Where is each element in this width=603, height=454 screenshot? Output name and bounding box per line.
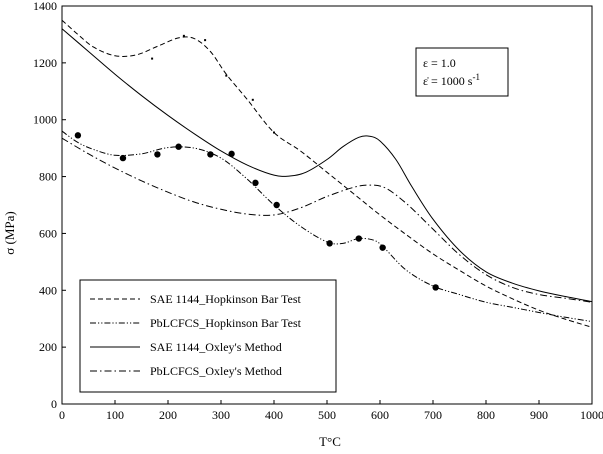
y-axis-label: σ (MPa) [2, 211, 17, 254]
x-tick-label: 700 [424, 408, 442, 422]
strain-annotation: ε = 1.0 [423, 56, 456, 70]
data-point-sae1144-hopkinson [225, 74, 228, 77]
y-tick-label: 200 [39, 340, 57, 354]
legend-label-sae1144-hopkinson: SAE 1144_Hopkinson Bar Test [150, 292, 301, 306]
data-point-pblcfcs-hopkinson [326, 240, 333, 247]
legend-label-pblcfcs-hopkinson: PbLCFCS_Hopkinson Bar Test [150, 316, 302, 330]
data-point-pblcfcs-hopkinson [175, 143, 182, 150]
data-point-pblcfcs-hopkinson [379, 244, 386, 251]
x-axis-label: T°C [319, 434, 341, 449]
x-tick-label: 1000 [580, 408, 603, 422]
annotation-box: ε = 1.0 ε̇ = 1000 s-1 [415, 47, 509, 97]
legend-label-sae1144-oxley: SAE 1144_Oxley's Method [150, 340, 282, 354]
data-point-sae1144-hopkinson [251, 98, 254, 101]
series-line-sae1144-hopkinson [61, 19, 593, 328]
series-line-pblcfcs-oxley [61, 137, 593, 303]
x-tick-label: 200 [159, 408, 177, 422]
data-point-pblcfcs-hopkinson [119, 154, 127, 162]
data-point-pblcfcs-hopkinson [273, 201, 280, 209]
y-tick-label: 800 [39, 170, 57, 184]
data-point-sae1144-hopkinson [151, 57, 154, 60]
data-point-pblcfcs-hopkinson [432, 284, 439, 291]
series-line-sae1144-oxley [61, 28, 593, 303]
x-tick-label: 300 [212, 408, 230, 422]
data-point-pblcfcs-hopkinson [252, 179, 259, 187]
y-tick-label: 600 [39, 226, 57, 240]
data-point-pblcfcs-hopkinson [154, 151, 161, 158]
data-point-pblcfcs-hopkinson [74, 132, 82, 139]
x-tick-label: 100 [106, 408, 124, 422]
data-point-pblcfcs-hopkinson [355, 235, 362, 242]
data-point-sae1144-hopkinson [204, 39, 207, 42]
x-tick-label: 400 [265, 408, 283, 422]
x-tick-label: 800 [477, 408, 495, 422]
y-tick-label: 1200 [33, 56, 57, 70]
data-point-sae1144-hopkinson [182, 34, 185, 37]
legend: SAE 1144_Hopkinson Bar Test PbLCFCS_Hopki… [79, 279, 337, 393]
x-tick-label: 900 [530, 408, 548, 422]
legend-label-pblcfcs-oxley: PbLCFCS_Oxley's Method [150, 364, 282, 378]
y-tick-label: 0 [51, 397, 57, 411]
data-point-sae1144-hopkinson [273, 131, 275, 134]
series-line-pblcfcs-hopkinson [61, 130, 593, 323]
x-tick-label: 0 [59, 408, 65, 422]
y-tick-label: 400 [39, 283, 57, 297]
x-tick-label: 500 [318, 408, 336, 422]
y-tick-label: 1000 [33, 113, 57, 127]
y-tick-label: 1400 [33, 0, 57, 13]
strain-rate-annotation: ε̇ = 1000 s-1 [423, 72, 480, 88]
x-tick-label: 600 [371, 408, 389, 422]
data-point-pblcfcs-hopkinson [228, 150, 235, 158]
data-point-pblcfcs-hopkinson [207, 151, 214, 158]
